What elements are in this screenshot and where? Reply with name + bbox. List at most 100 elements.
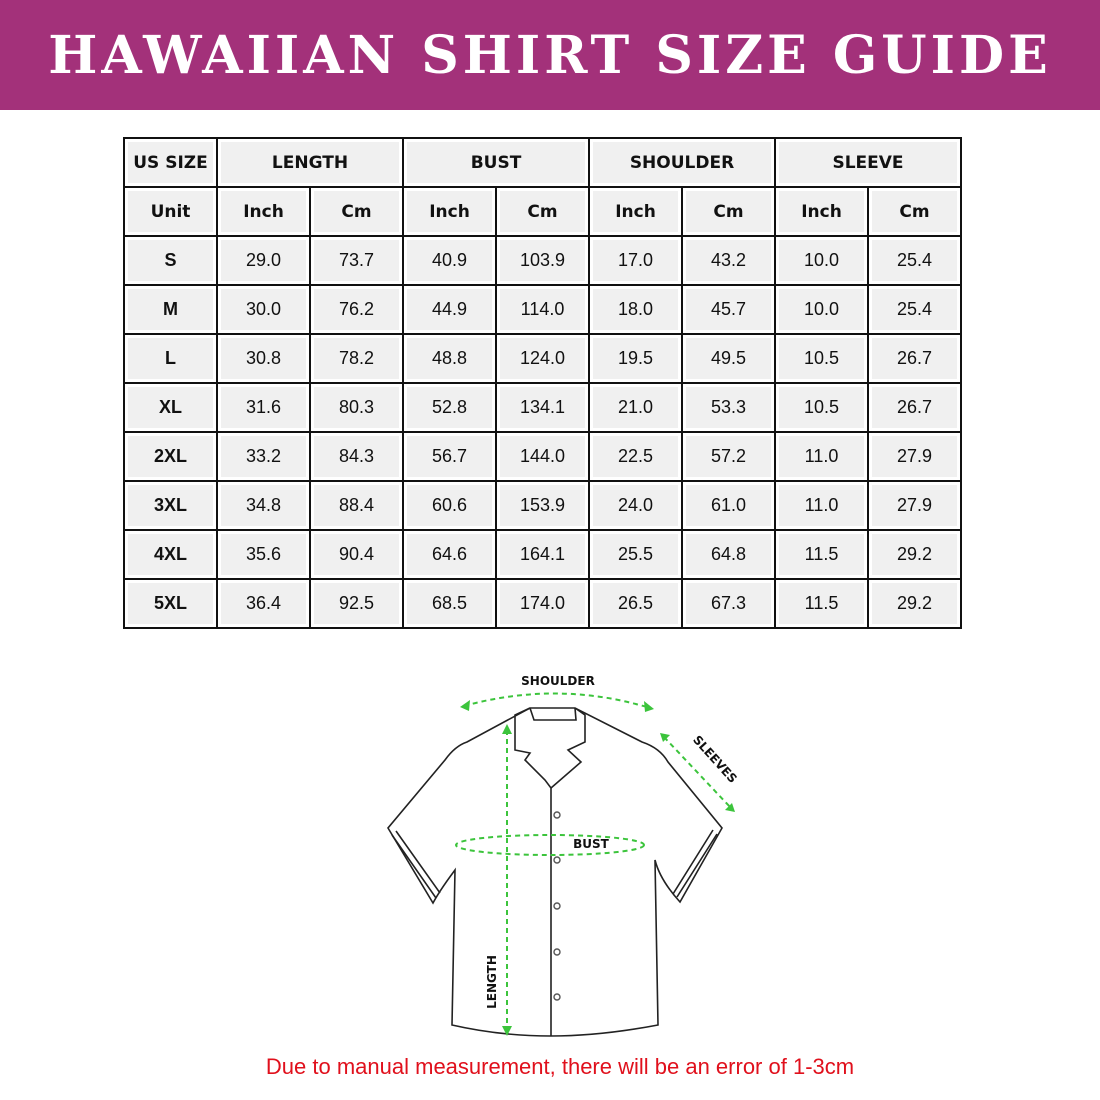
value-cell: 19.5 <box>588 333 683 384</box>
value-cell: Inch <box>774 186 869 237</box>
value-cell: 90.4 <box>309 529 404 580</box>
title-banner: HAWAIIAN SHIRT SIZE GUIDE <box>0 0 1100 110</box>
value-cell: 25.4 <box>867 284 962 335</box>
size-cell: M <box>123 284 218 335</box>
header-us-size: US SIZE <box>123 137 218 188</box>
value-cell: 10.0 <box>774 284 869 335</box>
value-cell: 60.6 <box>402 480 497 531</box>
value-cell: Cm <box>681 186 776 237</box>
value-cell: Cm <box>495 186 590 237</box>
size-cell: Unit <box>123 186 218 237</box>
value-cell: 22.5 <box>588 431 683 482</box>
length-label: LENGTH <box>485 955 499 1009</box>
value-cell: 84.3 <box>309 431 404 482</box>
value-cell: 36.4 <box>216 578 311 629</box>
value-cell: Cm <box>309 186 404 237</box>
value-cell: 26.7 <box>867 333 962 384</box>
value-cell: 11.0 <box>774 431 869 482</box>
value-cell: 64.8 <box>681 529 776 580</box>
table-row: S 29.0 73.7 40.9 103.9 17.0 43.2 10.0 25.4 <box>123 235 962 286</box>
value-cell: 29.2 <box>867 529 962 580</box>
shoulder-measure-arrow <box>463 692 651 709</box>
value-cell: 25.5 <box>588 529 683 580</box>
value-cell: 73.7 <box>309 235 404 286</box>
value-cell: 78.2 <box>309 333 404 384</box>
group-header-row: US SIZE LENGTH BUST SHOULDER SLEEVE <box>123 137 962 188</box>
size-cell: S <box>123 235 218 286</box>
table-row: 3XL 34.8 88.4 60.6 153.9 24.0 61.0 11.0 27.9 <box>123 480 962 531</box>
size-cell: 2XL <box>123 431 218 482</box>
value-cell: 10.0 <box>774 235 869 286</box>
sleeves-label: SLEEVES <box>690 733 740 786</box>
table-row: 5XL 36.4 92.5 68.5 174.0 26.5 67.3 11.5 29.2 <box>123 578 962 629</box>
value-cell: 40.9 <box>402 235 497 286</box>
value-cell: 31.6 <box>216 382 311 433</box>
value-cell: 80.3 <box>309 382 404 433</box>
size-cell: L <box>123 333 218 384</box>
value-cell: 24.0 <box>588 480 683 531</box>
value-cell: 103.9 <box>495 235 590 286</box>
value-cell: 43.2 <box>681 235 776 286</box>
value-cell: 67.3 <box>681 578 776 629</box>
table-row: L 30.8 78.2 48.8 124.0 19.5 49.5 10.5 26.7 <box>123 333 962 384</box>
size-cell: 5XL <box>123 578 218 629</box>
shirt-outline <box>387 707 723 1037</box>
value-cell: 61.0 <box>681 480 776 531</box>
value-cell: 25.4 <box>867 235 962 286</box>
value-cell: 26.7 <box>867 382 962 433</box>
arrow-heads <box>460 700 735 1036</box>
value-cell: 88.4 <box>309 480 404 531</box>
value-cell: 49.5 <box>681 333 776 384</box>
size-cell: 3XL <box>123 480 218 531</box>
value-cell: 114.0 <box>495 284 590 335</box>
size-cell: 4XL <box>123 529 218 580</box>
value-cell: 48.8 <box>402 333 497 384</box>
table-row: 2XL 33.2 84.3 56.7 144.0 22.5 57.2 11.0 27.9 <box>123 431 962 482</box>
value-cell: 144.0 <box>495 431 590 482</box>
shoulder-label: SHOULDER <box>521 674 595 688</box>
value-cell: 26.5 <box>588 578 683 629</box>
value-cell: 33.2 <box>216 431 311 482</box>
unit-row: Unit Inch Cm Inch Cm Inch Cm Inch Cm <box>123 186 962 237</box>
header-length: LENGTH <box>216 137 404 188</box>
value-cell: 17.0 <box>588 235 683 286</box>
value-cell: 124.0 <box>495 333 590 384</box>
value-cell: 68.5 <box>402 578 497 629</box>
size-table: US SIZE LENGTH BUST SHOULDER SLEEVE Unit… <box>123 137 962 629</box>
header-bust: BUST <box>402 137 590 188</box>
value-cell: 18.0 <box>588 284 683 335</box>
value-cell: 164.1 <box>495 529 590 580</box>
value-cell: 27.9 <box>867 480 962 531</box>
header-shoulder: SHOULDER <box>588 137 776 188</box>
value-cell: 21.0 <box>588 382 683 433</box>
size-cell: XL <box>123 382 218 433</box>
value-cell: 56.7 <box>402 431 497 482</box>
value-cell: Cm <box>867 186 962 237</box>
buttons <box>553 811 561 1001</box>
table-row: 4XL 35.6 90.4 64.6 164.1 25.5 64.8 11.5 29.2 <box>123 529 962 580</box>
value-cell: 34.8 <box>216 480 311 531</box>
value-cell: 29.2 <box>867 578 962 629</box>
bust-measure-line <box>455 834 645 856</box>
value-cell: 174.0 <box>495 578 590 629</box>
header-sleeve: SLEEVE <box>774 137 962 188</box>
value-cell: 35.6 <box>216 529 311 580</box>
value-cell: 53.3 <box>681 382 776 433</box>
value-cell: 45.7 <box>681 284 776 335</box>
value-cell: 10.5 <box>774 382 869 433</box>
value-cell: Inch <box>588 186 683 237</box>
value-cell: 92.5 <box>309 578 404 629</box>
value-cell: 30.0 <box>216 284 311 335</box>
sleeve-measure-arrow <box>663 736 732 809</box>
value-cell: Inch <box>402 186 497 237</box>
value-cell: 10.5 <box>774 333 869 384</box>
value-cell: 134.1 <box>495 382 590 433</box>
value-cell: 11.0 <box>774 480 869 531</box>
value-cell: 27.9 <box>867 431 962 482</box>
value-cell: 44.9 <box>402 284 497 335</box>
value-cell: 29.0 <box>216 235 311 286</box>
value-cell: 64.6 <box>402 529 497 580</box>
value-cell: 11.5 <box>774 578 869 629</box>
page-title: HAWAIIAN SHIRT SIZE GUIDE <box>48 24 1052 86</box>
